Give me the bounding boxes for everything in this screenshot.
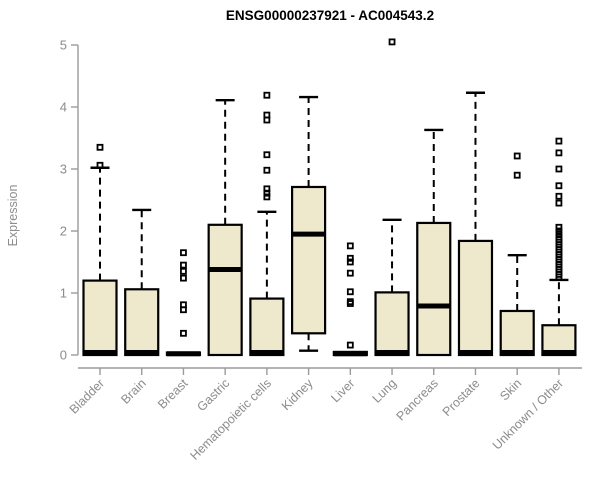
outlier-hematopoietic-cells-2 xyxy=(263,185,271,193)
x-tick-label-skin: Skin xyxy=(497,376,524,403)
outlier-hematopoietic-cells-4 xyxy=(263,151,271,159)
outlier-unknown-other-18 xyxy=(555,227,563,235)
outlier-unknown-other-24 xyxy=(555,149,563,157)
outlier-unknown-other-25 xyxy=(555,137,563,145)
outlier-skin-0 xyxy=(513,171,521,179)
outlier-unknown-other-23 xyxy=(555,165,563,173)
y-tick-label-1: 1 xyxy=(60,286,67,301)
outlier-liver-6 xyxy=(346,254,354,262)
outlier-liver-0 xyxy=(346,341,354,349)
outlier-hematopoietic-cells-0 xyxy=(263,193,271,201)
box-brain xyxy=(124,288,160,357)
box-bladder xyxy=(82,279,118,357)
box-pancreas xyxy=(416,221,452,357)
x-tick-label-brain: Brain xyxy=(118,376,149,407)
outlier-unknown-other-22 xyxy=(555,182,563,190)
x-tick-label-lung: Lung xyxy=(370,376,400,406)
outlier-hematopoietic-cells-6 xyxy=(263,111,271,119)
chart-title: ENSG00000237921 - AC004543.2 xyxy=(225,8,435,23)
x-tick-label-hematopoietic-cells: Hematopoietic cells xyxy=(187,376,274,463)
y-tick-label-2: 2 xyxy=(60,224,67,239)
outlier-skin-1 xyxy=(513,152,521,160)
y-tick-label-3: 3 xyxy=(60,162,67,177)
outlier-lung-0 xyxy=(388,38,396,46)
outlier-liver-2 xyxy=(346,298,354,306)
x-tick-label-kidney: Kidney xyxy=(279,376,316,413)
outlier-liver-3 xyxy=(346,288,354,296)
x-tick-label-prostate: Prostate xyxy=(440,376,483,419)
outlier-unknown-other-19 xyxy=(555,223,563,231)
x-tick-label-bladder: Bladder xyxy=(67,376,107,416)
x-tick-label-unknown-other: Unknown / Other xyxy=(490,376,566,452)
outlier-hematopoietic-cells-3 xyxy=(263,166,271,174)
x-tick-label-pancreas: Pancreas xyxy=(394,376,441,423)
outlier-unknown-other-21 xyxy=(555,192,563,200)
outlier-liver-5 xyxy=(346,258,354,266)
outlier-breast-4 xyxy=(180,267,187,275)
box-prostate xyxy=(457,239,494,357)
outlier-breast-3 xyxy=(180,274,187,282)
outlier-hematopoietic-cells-7 xyxy=(263,91,271,99)
box-hematopoietic-cells xyxy=(249,297,285,357)
outlier-breast-2 xyxy=(180,301,187,309)
x-tick-label-gastric: Gastric xyxy=(194,376,232,414)
outlier-bladder-0 xyxy=(96,161,104,169)
y-tick-label-0: 0 xyxy=(60,348,67,363)
outlier-bladder-1 xyxy=(96,143,104,151)
y-tick-label-5: 5 xyxy=(60,38,67,53)
x-tick-label-breast: Breast xyxy=(155,376,191,412)
outlier-liver-7 xyxy=(346,242,354,250)
box-gastric xyxy=(207,223,243,357)
box-lung xyxy=(374,291,410,357)
outlier-breast-6 xyxy=(180,249,187,257)
outlier-liver-4 xyxy=(346,269,354,277)
outlier-breast-0 xyxy=(180,329,187,337)
x-tick-label-liver: Liver xyxy=(328,376,357,405)
outlier-unknown-other-20 xyxy=(555,199,563,207)
y-tick-label-4: 4 xyxy=(60,100,67,115)
box-skin xyxy=(499,309,535,357)
outlier-breast-5 xyxy=(180,261,187,269)
box-kidney xyxy=(291,185,327,335)
